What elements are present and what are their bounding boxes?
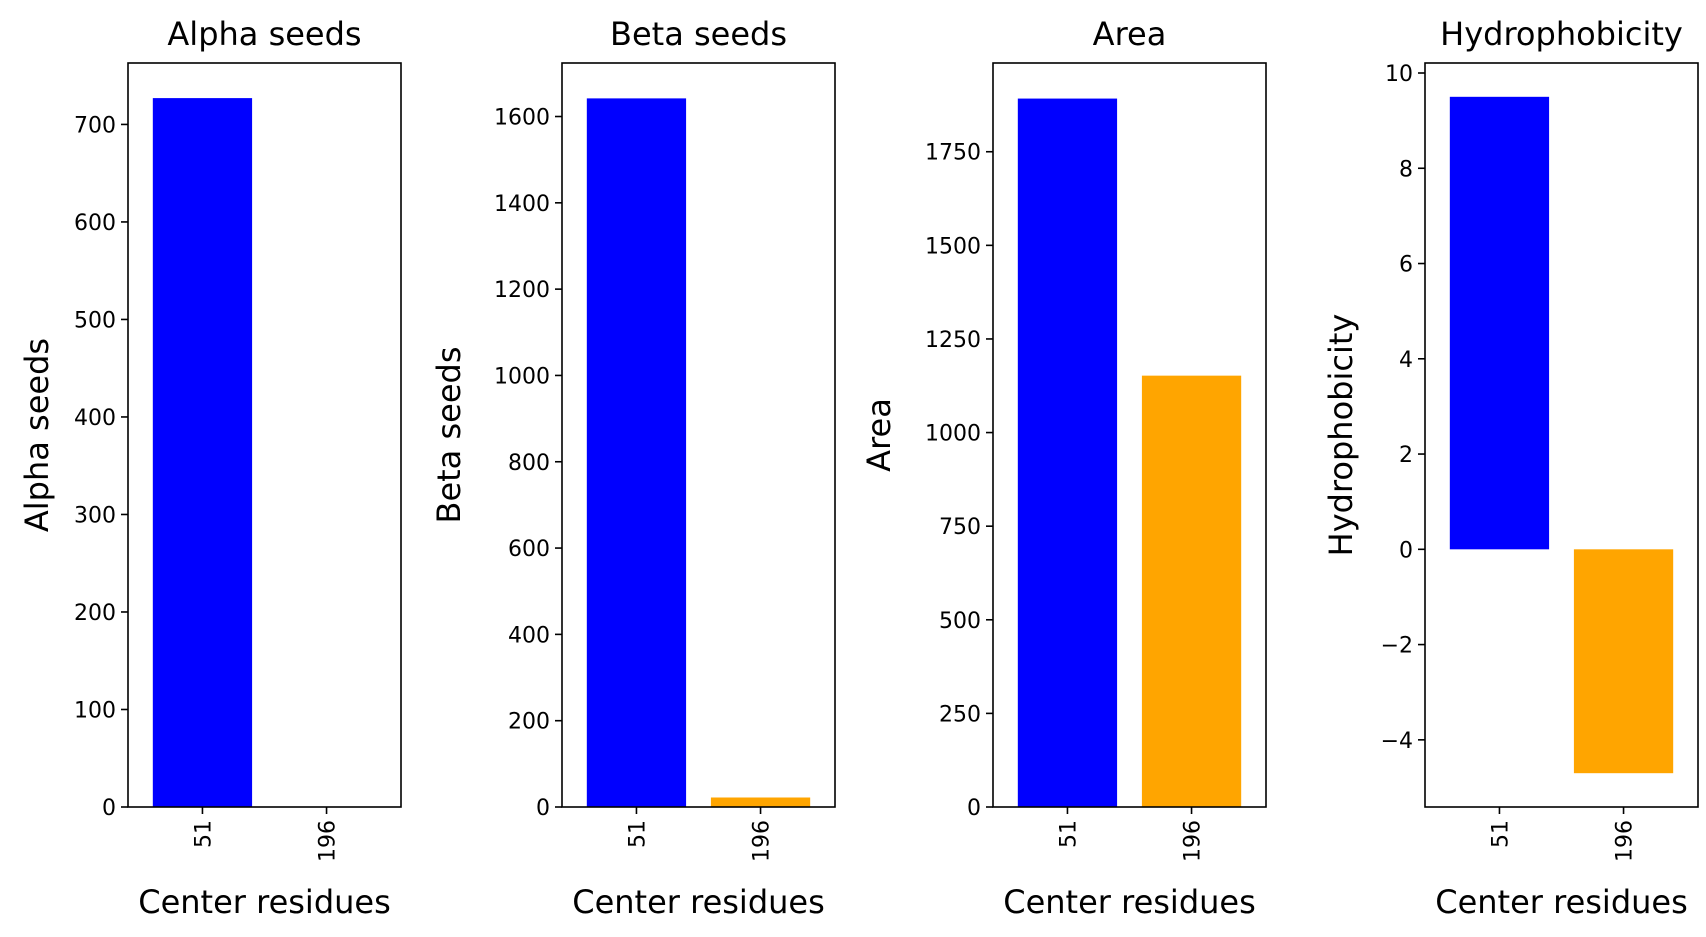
y-axis-label: Alpha seeds — [18, 338, 56, 532]
bar-196 — [1573, 549, 1674, 774]
y-tick-label: 1600 — [494, 106, 550, 131]
y-ticks-group: 0 200 400 600 800 1000 1200 1400 1600 — [494, 106, 562, 821]
x-tick-label: 196 — [1181, 820, 1206, 862]
x-ticks-group: 51 196 — [1056, 807, 1206, 862]
y-tick-label: 0 — [967, 796, 981, 821]
y-tick-label: 400 — [508, 623, 550, 648]
x-tick-label: 51 — [1488, 820, 1513, 848]
subplot-hydrophobicity: −4 −2 0 2 4 6 8 10 51 196 Hydrophobicity Center … — [1322, 15, 1699, 921]
subplot-title: Hydrophobicity — [1440, 15, 1683, 53]
axes-frame — [1424, 62, 1699, 808]
y-tick-label: 1000 — [925, 422, 981, 447]
x-ticks-group: 51 196 — [625, 807, 775, 862]
y-tick-label: 1500 — [925, 234, 981, 259]
y-tick-label: 500 — [939, 609, 981, 634]
y-tick-label: 400 — [74, 406, 116, 431]
y-axis-label: Hydrophobicity — [1322, 314, 1360, 557]
y-tick-label: 0 — [1399, 538, 1413, 563]
bar-51 — [586, 98, 687, 808]
subplot-title: Beta seeds — [610, 15, 787, 53]
bar-51 — [1017, 98, 1118, 807]
y-tick-label: 300 — [74, 503, 116, 528]
y-tick-label: 10 — [1385, 62, 1413, 87]
y-tick-label: 600 — [508, 537, 550, 562]
y-ticks-group: −4 −2 0 2 4 6 8 10 — [1381, 62, 1425, 754]
y-tick-label: 250 — [939, 702, 981, 727]
y-ticks-group: 0 250 500 750 1000 1250 1500 1750 — [925, 141, 993, 821]
bar-51 — [152, 98, 253, 808]
x-tick-label: 51 — [1056, 820, 1081, 848]
x-ticks-group: 51 196 — [191, 807, 341, 862]
y-tick-label: 1200 — [494, 278, 550, 303]
subplot-title: Alpha seeds — [167, 15, 361, 53]
y-axis-label: Beta seeds — [430, 347, 468, 524]
y-tick-label: 1000 — [494, 364, 550, 389]
bars-group — [1449, 96, 1674, 774]
x-tick-label: 51 — [191, 820, 216, 848]
subplot-alpha-seeds: 0 100 200 300 400 500 600 700 51 196 Alpha seeds… — [18, 15, 402, 921]
y-tick-label: 1750 — [925, 141, 981, 166]
subplot-beta-seeds: 0 200 400 600 800 1000 1200 1400 1600 51 196 Beta… — [430, 15, 836, 921]
y-tick-label: 0 — [102, 796, 116, 821]
axes-frame — [992, 62, 1267, 808]
y-tick-label: 500 — [74, 308, 116, 333]
subplot-title: Area — [1093, 15, 1167, 53]
y-tick-label: 750 — [939, 515, 981, 540]
bar-196 — [710, 797, 811, 807]
y-tick-label: 1250 — [925, 328, 981, 353]
y-tick-label: −4 — [1381, 729, 1413, 754]
y-tick-label: 2 — [1399, 443, 1413, 468]
bars-group — [1017, 98, 1242, 807]
x-axis-label: Center residues — [572, 883, 825, 921]
x-axis-label: Center residues — [1003, 883, 1256, 921]
y-tick-label: 800 — [508, 451, 550, 476]
x-tick-label: 196 — [316, 820, 341, 862]
x-tick-label: 196 — [750, 820, 775, 862]
x-ticks-group: 51 196 — [1488, 807, 1638, 862]
x-axis-label: Center residues — [1435, 883, 1688, 921]
axes-frame — [127, 62, 402, 808]
axes-frame — [561, 62, 836, 808]
bar-196 — [1141, 375, 1242, 807]
y-tick-label: 200 — [74, 601, 116, 626]
bars-group — [586, 98, 811, 808]
y-tick-label: 8 — [1399, 157, 1413, 182]
y-tick-label: 100 — [74, 698, 116, 723]
y-tick-label: 6 — [1399, 253, 1413, 278]
y-tick-label: 200 — [508, 710, 550, 735]
x-tick-label: 51 — [625, 820, 650, 848]
y-tick-label: 600 — [74, 211, 116, 236]
bars-group — [152, 98, 253, 808]
x-axis-label: Center residues — [138, 883, 391, 921]
bar-51 — [1449, 96, 1550, 550]
y-tick-label: 4 — [1399, 348, 1413, 373]
y-tick-label: 1400 — [494, 192, 550, 217]
x-tick-label: 196 — [1613, 820, 1638, 862]
y-axis-label: Area — [860, 398, 898, 472]
y-tick-label: −2 — [1381, 634, 1413, 659]
y-tick-label: 700 — [74, 113, 116, 138]
y-tick-label: 0 — [536, 796, 550, 821]
y-ticks-group: 0 100 200 300 400 500 600 700 — [74, 113, 128, 821]
subplot-area: 0 250 500 750 1000 1250 1500 1750 51 196 Area Ce… — [860, 15, 1267, 921]
